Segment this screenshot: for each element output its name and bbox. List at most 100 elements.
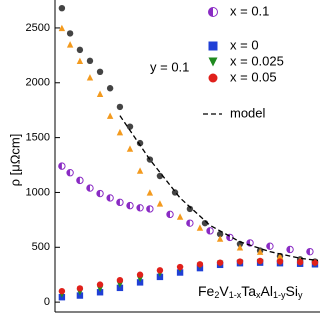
formula-element: V [219,283,229,299]
point [66,30,74,37]
y-tick-label: 2500 [26,22,50,34]
point [156,273,164,281]
point-half [306,248,310,255]
point-half [206,227,211,235]
point-half [106,194,111,202]
point [136,275,144,283]
point [76,57,84,65]
legend-swatch [208,57,218,67]
point [306,247,314,256]
point-half [208,7,213,17]
legend-group-label: y = 0.1 [150,59,189,74]
point [166,210,174,219]
legend-swatch [208,41,218,51]
point [146,205,154,213]
point [196,224,204,231]
point [126,201,134,210]
point-half [66,169,71,176]
y-tick-label: 500 [32,241,50,253]
point [196,261,204,268]
point-half [126,202,130,209]
point [216,230,224,238]
point-half [58,162,62,170]
point [96,189,104,198]
point [176,263,184,271]
point [136,279,144,286]
point [146,189,154,196]
point [186,219,194,227]
legend-swatch [208,73,218,83]
point [296,258,304,266]
point-half [116,199,120,206]
legend-label: model [230,105,266,120]
point [256,257,264,265]
formula-subscript: x [256,290,261,300]
point [156,200,164,207]
point [136,167,144,174]
point [216,235,224,242]
formula-subscript: 1-y [273,290,286,300]
legend-label: x = 0.025 [230,53,284,68]
point [116,276,124,284]
y-tick-label: 0 [44,296,50,308]
point [58,4,66,12]
point [76,176,84,185]
model-line [119,115,318,262]
point-half [266,242,270,250]
point [96,289,104,296]
point-half [96,190,101,197]
point [96,68,104,76]
formula-subscript: y [298,290,303,300]
point [256,248,264,255]
point-half [146,205,150,213]
point [126,145,134,152]
point [96,281,104,288]
point [58,287,66,295]
point-half [136,204,141,212]
point [116,284,124,292]
formula-element: Al [261,283,273,299]
point [136,139,144,147]
legend-label: x = 0 [230,37,259,52]
point [176,269,184,276]
point [156,267,164,274]
point [116,128,124,136]
y-tick-label: 2000 [26,77,50,89]
formula-element: Si [285,283,297,299]
point [86,57,94,65]
point-half [186,219,190,227]
point [76,46,84,54]
point [76,292,84,299]
point [286,245,294,254]
point [276,252,284,260]
point [236,244,244,251]
point [206,227,214,235]
point [96,90,104,97]
point [106,112,114,119]
point [186,205,194,213]
point [116,198,124,207]
point [136,204,144,212]
point [236,258,244,265]
point [66,41,74,48]
point [176,213,184,220]
point [136,271,144,278]
point-half [286,246,291,253]
y-tick-label: 1000 [26,186,50,198]
point [106,85,114,92]
point-half [166,211,171,218]
point [76,285,84,292]
point [58,162,66,170]
formula-element: Ta [241,283,256,299]
point [116,103,124,111]
point [86,74,94,81]
legend-label: x = 0.05 [230,69,277,84]
formula-annotation: Fe2V1-xTaxAl1-ySiy [198,283,303,301]
point [126,123,134,130]
point [276,258,284,265]
point [311,259,319,266]
legend-swatch [208,7,218,17]
formula-subscript: 1-x [229,290,242,300]
point [116,281,124,288]
